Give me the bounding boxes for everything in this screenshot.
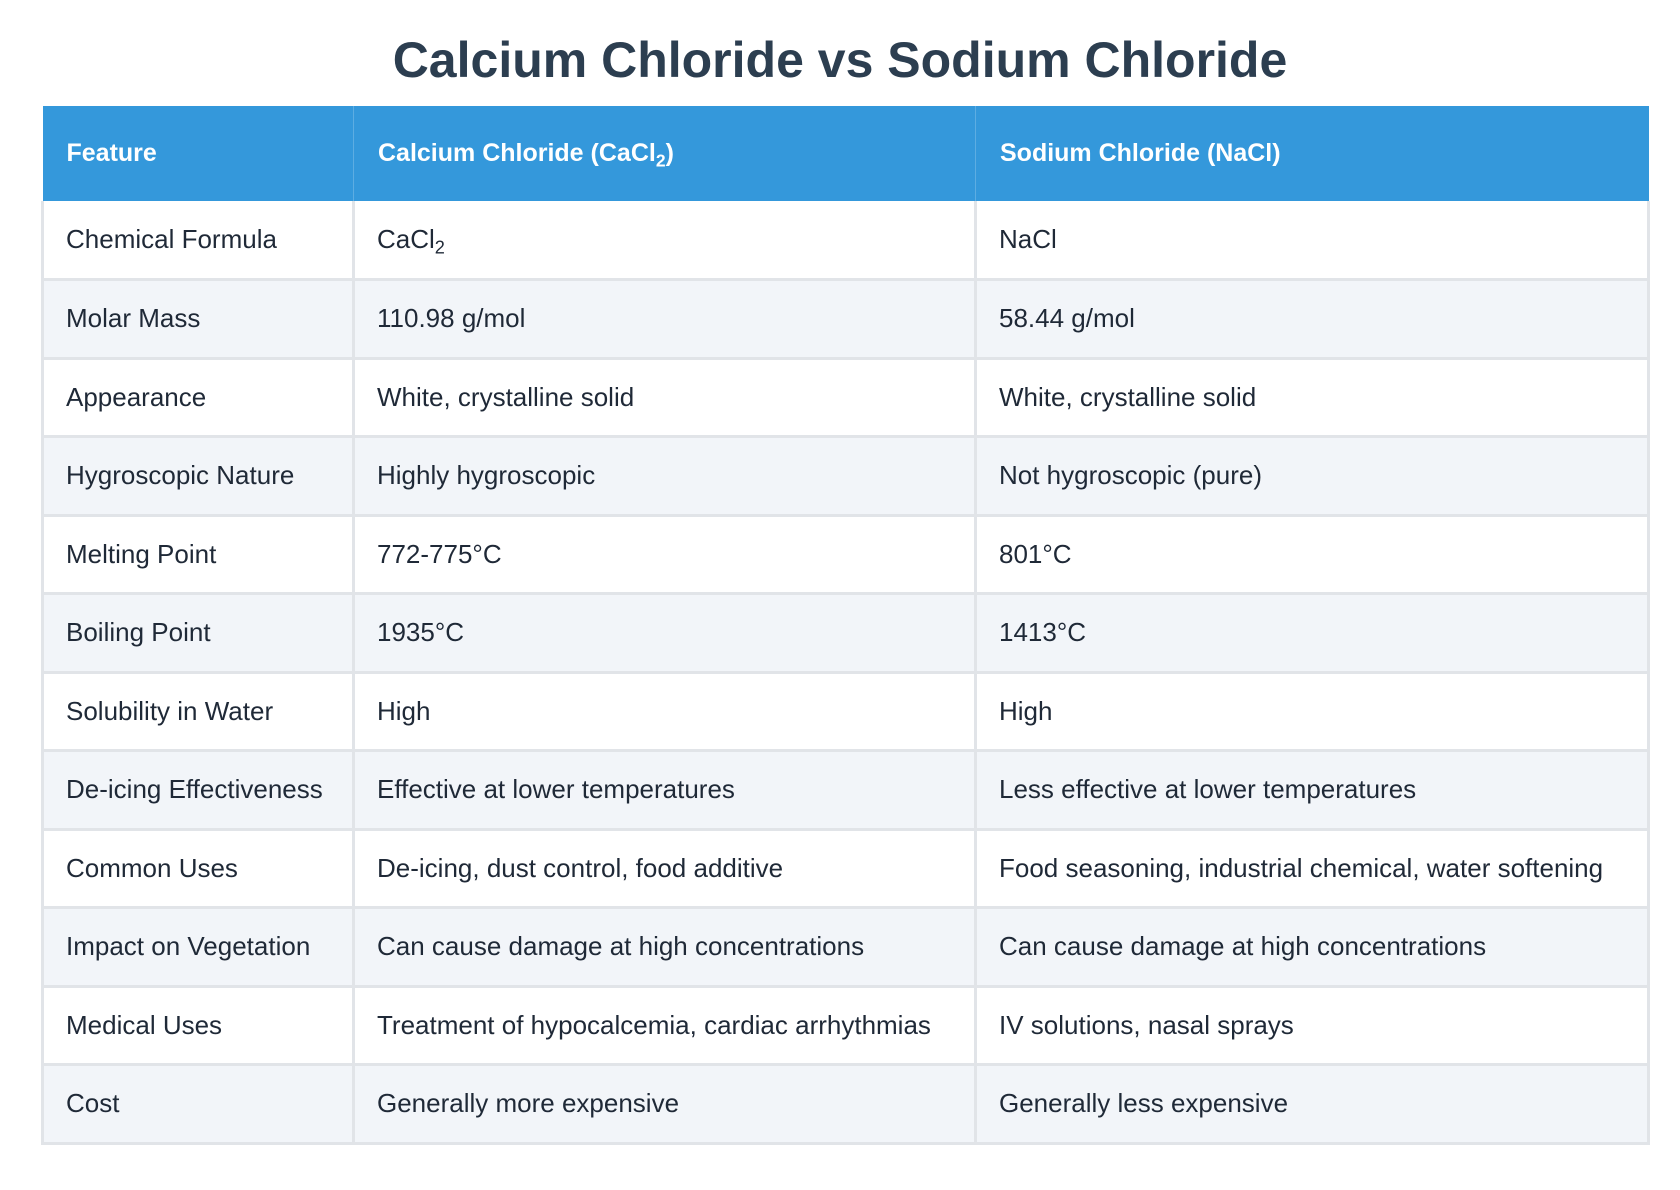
table-row: Common Uses De-icing, dust control, food …: [41, 827, 1650, 909]
header-feature: Feature: [42, 106, 354, 201]
cell-feature: Hygroscopic Nature: [41, 435, 355, 517]
table-row: Molar Mass 110.98 g/mol 58.44 g/mol: [41, 278, 1650, 360]
cell-calcium: White, crystalline solid: [352, 356, 977, 438]
header-calcium-chloride: Calcium Chloride (CaCl2): [353, 106, 976, 201]
header-row: Feature Calcium Chloride (CaCl2) Sodium …: [42, 106, 1649, 201]
cell-sodium: Less effective at lower temperatures: [974, 749, 1650, 831]
cell-sodium: Not hygroscopic (pure): [974, 435, 1650, 517]
cell-sodium: Can cause damage at high concentrations: [974, 906, 1650, 988]
table-row: Solubility in Water High High: [41, 670, 1650, 752]
cell-calcium: High: [352, 670, 977, 752]
cell-sodium: NaCl: [974, 201, 1650, 281]
cell-calcium: Highly hygroscopic: [352, 435, 977, 517]
cell-feature: Boiling Point: [41, 592, 355, 674]
page-title: Calcium Chloride vs Sodium Chloride: [392, 32, 1288, 88]
cell-sodium: High: [974, 670, 1650, 752]
cell-calcium: De-icing, dust control, food additive: [352, 827, 977, 909]
comparison-table: Feature Calcium Chloride (CaCl2) Sodium …: [41, 106, 1650, 1145]
table-row: Boiling Point 1935°C 1413°C: [41, 592, 1650, 674]
cell-feature: Molar Mass: [41, 278, 355, 360]
cell-calcium: Can cause damage at high concentrations: [352, 906, 977, 988]
cell-sodium: Food seasoning, industrial chemical, wat…: [974, 827, 1650, 909]
table-row: Melting Point 772-775°C 801°C: [41, 513, 1650, 595]
cell-feature: Cost: [41, 1063, 355, 1145]
cell-sodium: White, crystalline solid: [974, 356, 1650, 438]
cell-feature: Common Uses: [41, 827, 355, 909]
cell-sodium: 1413°C: [974, 592, 1650, 674]
cell-calcium: Effective at lower temperatures: [352, 749, 977, 831]
table-row: Cost Generally more expensive Generally le…: [41, 1063, 1650, 1145]
cell-sodium: Generally less expensive: [974, 1063, 1650, 1145]
table-header: Feature Calcium Chloride (CaCl2) Sodium …: [42, 106, 1649, 201]
table-body: Chemical Formula CaCl2 NaCl Molar Mass 11…: [41, 201, 1650, 1145]
table-row: Hygroscopic Nature Highly hygroscopic Not …: [41, 435, 1650, 517]
cell-feature: Chemical Formula: [41, 201, 355, 281]
cell-feature: De-icing Effectiveness: [41, 749, 355, 831]
header-calcium-text: Calcium Chloride (CaCl: [378, 139, 656, 167]
cell-feature: Impact on Vegetation: [41, 906, 355, 988]
cell-calcium: 110.98 g/mol: [352, 278, 977, 360]
header-sodium-chloride: Sodium Chloride (NaCl): [975, 106, 1649, 201]
cell-calcium: 772-775°C: [352, 513, 977, 595]
cell-calcium: Treatment of hypocalcemia, cardiac arrhy…: [352, 984, 977, 1066]
cell-sodium: 58.44 g/mol: [974, 278, 1650, 360]
table-row: Medical Uses Treatment of hypocalcemia, c…: [41, 984, 1650, 1066]
formula-calcium-subscript: 2: [434, 237, 445, 258]
cell-sodium: IV solutions, nasal sprays: [974, 984, 1650, 1066]
cell-feature: Appearance: [41, 356, 355, 438]
cell-calcium: Generally more expensive: [352, 1063, 977, 1145]
table-row: Impact on Vegetation Can cause damage at …: [41, 906, 1650, 988]
table-row: Chemical Formula CaCl2 NaCl: [41, 201, 1650, 281]
cell-sodium: 801°C: [974, 513, 1650, 595]
formula-calcium-text: CaCl: [377, 224, 435, 254]
cell-calcium: 1935°C: [352, 592, 977, 674]
comparison-table-container: Feature Calcium Chloride (CaCl2) Sodium …: [41, 106, 1650, 1145]
cell-feature: Solubility in Water: [41, 670, 355, 752]
table-row: De-icing Effectiveness Effective at lower…: [41, 749, 1650, 831]
header-calcium-subscript: 2: [655, 150, 666, 171]
table-row: Appearance White, crystalline solid White,…: [41, 356, 1650, 438]
cell-feature: Melting Point: [41, 513, 355, 595]
header-calcium-close: ): [665, 139, 674, 167]
cell-calcium: CaCl2: [352, 201, 977, 281]
cell-feature: Medical Uses: [41, 984, 355, 1066]
